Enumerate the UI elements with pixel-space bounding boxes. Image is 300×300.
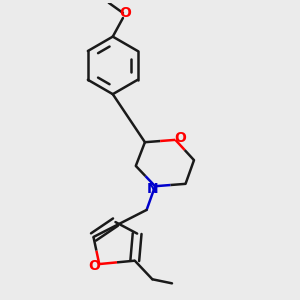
- Text: O: O: [174, 131, 186, 145]
- Text: N: N: [147, 182, 158, 196]
- Text: O: O: [88, 259, 101, 273]
- Text: O: O: [120, 6, 132, 20]
